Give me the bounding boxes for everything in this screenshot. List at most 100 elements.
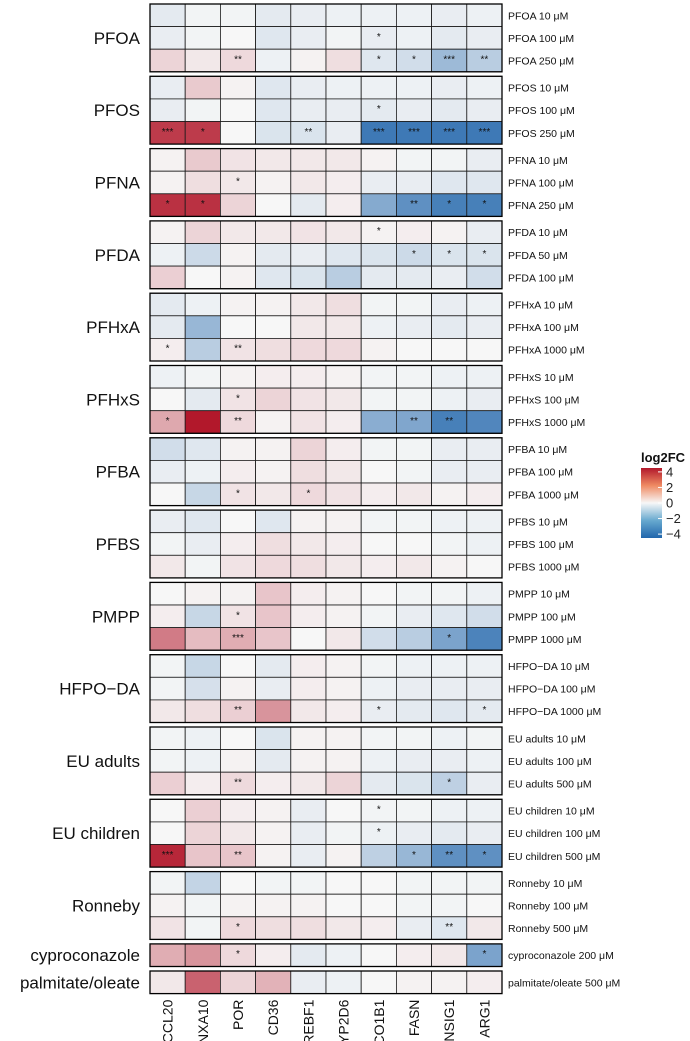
group-frame bbox=[149, 726, 503, 796]
heatmap-cell bbox=[290, 26, 327, 50]
significance-mark: * bbox=[377, 705, 381, 716]
row-label: PFHxS 1000 μM bbox=[508, 417, 585, 429]
heatmap-cell bbox=[360, 532, 397, 556]
heatmap-cell bbox=[290, 509, 327, 534]
heatmap-cell bbox=[149, 871, 186, 895]
heatmap-cell bbox=[431, 893, 468, 918]
column-label: SLCO1B1 bbox=[371, 999, 387, 1041]
heatmap-cell bbox=[466, 676, 503, 701]
heatmap-cell bbox=[219, 893, 256, 918]
heatmap-cell bbox=[466, 387, 503, 412]
heatmap-cell bbox=[466, 970, 503, 995]
heatmap-cell bbox=[184, 554, 221, 579]
heatmap-cell bbox=[255, 893, 292, 918]
heatmap-cell bbox=[360, 170, 397, 195]
heatmap-cell bbox=[149, 582, 186, 606]
heatmap-cell bbox=[184, 676, 221, 701]
group-label: PFNA bbox=[95, 174, 141, 193]
heatmap-cell bbox=[395, 148, 432, 172]
row-label: PFBS 10 μM bbox=[508, 516, 568, 528]
heatmap-cell bbox=[360, 771, 397, 796]
heatmap-cell bbox=[290, 532, 327, 556]
heatmap-cell bbox=[395, 699, 432, 723]
heatmap-cell bbox=[395, 771, 432, 796]
column-labels: CCL20 ANXA10 POR CD36 SREBF1 CYP2D6 SLCO1B1 FAS… bbox=[160, 999, 493, 1041]
row-label: PFHxA 10 μM bbox=[508, 300, 573, 312]
heatmap-cell bbox=[149, 771, 186, 796]
heatmap-cell bbox=[184, 3, 221, 28]
row-label: PFOA 250 μM bbox=[508, 56, 574, 68]
heatmap-cell bbox=[431, 459, 468, 484]
heatmap-cell bbox=[360, 75, 397, 100]
group-label: EU adults bbox=[66, 752, 140, 771]
heatmap-cell bbox=[431, 871, 468, 895]
heatmap-cell bbox=[325, 509, 362, 534]
group-label: PFOA bbox=[94, 29, 141, 48]
heatmap-cell bbox=[360, 337, 397, 362]
heatmap-cell bbox=[255, 243, 292, 267]
significance-mark: * bbox=[377, 827, 381, 838]
heatmap-cell bbox=[360, 292, 397, 317]
heatmap-cell bbox=[466, 749, 503, 773]
heatmap-cell bbox=[184, 821, 221, 845]
row-label: HFPO−DA 100 μM bbox=[508, 684, 595, 696]
heatmap-cell bbox=[360, 654, 397, 678]
heatmap-cell bbox=[360, 943, 397, 967]
heatmap-cell bbox=[325, 410, 362, 434]
group-frame bbox=[149, 654, 503, 724]
significance-mark: *** bbox=[408, 127, 420, 138]
column-label: ARG1 bbox=[476, 999, 492, 1037]
heatmap-cell bbox=[325, 3, 362, 28]
row-labels: PFOA 10 μM PFOA 100 μM PFOA 250 μM PFOS 10 … bbox=[508, 10, 620, 989]
group-label: HFPO−DA bbox=[59, 680, 140, 699]
significance-mark: * bbox=[236, 949, 240, 960]
significance-mark: ** bbox=[234, 55, 242, 66]
heatmap-cell bbox=[255, 771, 292, 796]
heatmap-cell bbox=[325, 726, 362, 751]
row-label: PFHxA 100 μM bbox=[508, 322, 579, 334]
significance-mark: * bbox=[236, 610, 240, 621]
heatmap-cell bbox=[184, 26, 221, 50]
heatmap-cell bbox=[255, 148, 292, 172]
heatmap-cell bbox=[431, 509, 468, 534]
heatmap-cell bbox=[149, 699, 186, 723]
group-label: PFHxA bbox=[86, 318, 141, 337]
heatmap-cell bbox=[466, 315, 503, 339]
heatmap-cell bbox=[431, 749, 468, 773]
group-label: PFBS bbox=[96, 535, 140, 554]
heatmap-cell bbox=[466, 3, 503, 28]
heatmap-cell bbox=[395, 532, 432, 556]
heatmap-cell bbox=[184, 726, 221, 751]
significance-mark: *** bbox=[373, 127, 385, 138]
heatmap-cell bbox=[255, 265, 292, 290]
heatmap-cell bbox=[219, 798, 256, 823]
significance-mark: * bbox=[482, 850, 486, 861]
heatmap-cell bbox=[395, 437, 432, 461]
legend-tick-label: 2 bbox=[666, 480, 673, 495]
heatmap-cell bbox=[255, 482, 292, 507]
significance-marks: *** * * *** ****** * ** *** *** *** ***** * ** * *** * *… bbox=[162, 32, 491, 960]
heatmap-cell bbox=[325, 943, 362, 967]
heatmap-cell bbox=[149, 220, 186, 244]
heatmap-cell bbox=[431, 699, 468, 723]
heatmap-cell bbox=[466, 893, 503, 918]
legend-colorbar bbox=[641, 468, 662, 538]
heatmap-cell bbox=[290, 437, 327, 461]
color-legend: log2FC 420−2−4 bbox=[641, 450, 686, 542]
column-label: CD36 bbox=[265, 999, 281, 1035]
heatmap-cell bbox=[219, 970, 256, 995]
heatmap-cell bbox=[255, 749, 292, 773]
significance-mark: * bbox=[166, 199, 170, 210]
heatmap-cell bbox=[395, 265, 432, 290]
heatmap-cell bbox=[290, 604, 327, 629]
significance-mark: ** bbox=[234, 705, 242, 716]
heatmap-cell bbox=[184, 148, 221, 172]
heatmap-cell bbox=[255, 798, 292, 823]
heatmap-cell bbox=[149, 292, 186, 317]
heatmap-cell bbox=[149, 170, 186, 195]
heatmap-cell bbox=[395, 220, 432, 244]
heatmap-cell bbox=[290, 387, 327, 412]
group-frame bbox=[149, 870, 503, 941]
heatmap-cell bbox=[184, 582, 221, 606]
heatmap-cell bbox=[325, 437, 362, 461]
